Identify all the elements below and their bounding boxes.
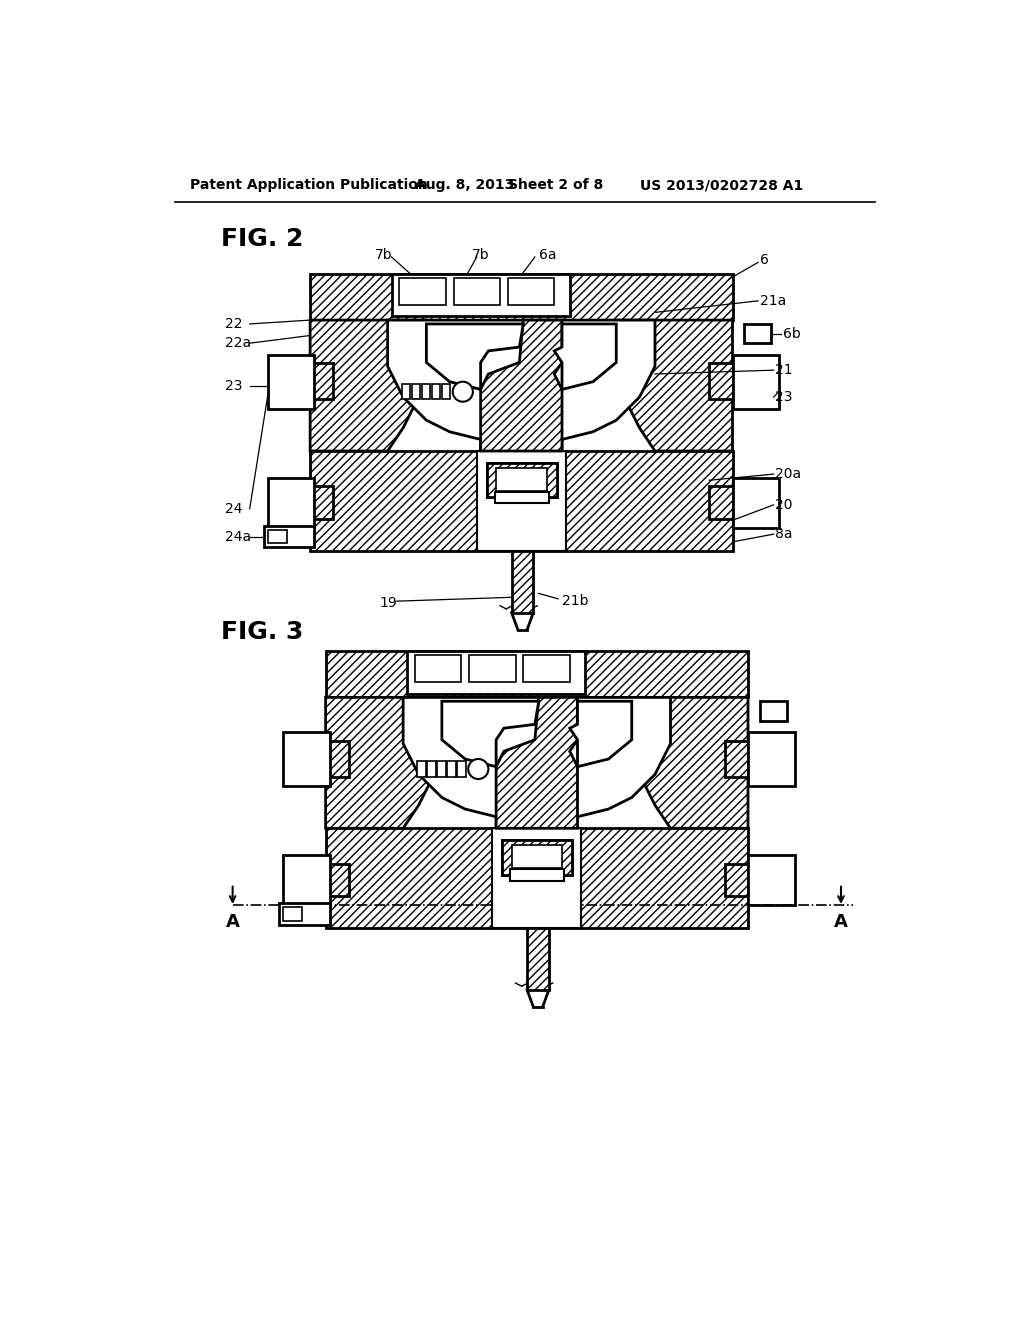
Bar (527, 928, 549, 990)
Bar (469, 655, 515, 682)
Polygon shape (326, 651, 748, 697)
Polygon shape (426, 323, 523, 389)
Polygon shape (388, 321, 655, 451)
Bar (523, 655, 569, 682)
Bar (415, 655, 461, 682)
Bar (442, 384, 451, 400)
Bar (496, 469, 547, 491)
Bar (503, 840, 572, 875)
Text: FIG. 2: FIG. 2 (221, 227, 303, 251)
Bar (326, 741, 349, 776)
Bar (495, 492, 549, 503)
Bar (508, 277, 554, 305)
Bar (732, 355, 779, 409)
Text: 21: 21 (775, 363, 793, 378)
Bar (412, 384, 420, 400)
Bar (280, 903, 330, 924)
Bar (310, 363, 334, 400)
Bar (760, 701, 786, 721)
Polygon shape (632, 697, 748, 829)
Bar (401, 384, 410, 400)
Bar (263, 525, 314, 548)
Text: 20: 20 (775, 498, 793, 512)
Bar (512, 845, 562, 869)
Polygon shape (569, 701, 632, 767)
Polygon shape (403, 697, 671, 829)
Text: 21a: 21a (760, 294, 785, 308)
Bar (748, 855, 795, 906)
Polygon shape (326, 697, 442, 829)
Bar (283, 733, 330, 785)
Bar (486, 462, 557, 498)
Text: Patent Application Publication: Patent Application Publication (190, 178, 428, 193)
Text: 8a: 8a (775, 527, 793, 541)
Bar (458, 762, 466, 776)
Text: US 2013/0202728 A1: US 2013/0202728 A1 (640, 178, 803, 193)
Bar (326, 863, 349, 896)
Polygon shape (310, 321, 426, 451)
Text: 22a: 22a (225, 337, 251, 350)
Bar (422, 384, 430, 400)
Text: A: A (835, 913, 848, 931)
Bar (432, 384, 440, 400)
Polygon shape (616, 321, 732, 451)
Text: 6: 6 (760, 253, 768, 267)
Bar (267, 355, 314, 409)
Polygon shape (310, 275, 732, 321)
Bar (486, 462, 557, 498)
Bar (477, 451, 566, 552)
Bar (437, 762, 445, 776)
Polygon shape (326, 829, 748, 928)
Text: 23: 23 (225, 379, 243, 392)
Bar (710, 363, 732, 400)
Text: Aug. 8, 2013: Aug. 8, 2013 (415, 178, 514, 193)
Bar (283, 855, 330, 906)
Bar (744, 323, 771, 343)
Text: FIG. 3: FIG. 3 (221, 620, 303, 644)
Bar (493, 829, 582, 928)
Bar (407, 651, 586, 693)
Text: 19: 19 (380, 597, 397, 610)
Circle shape (468, 759, 488, 779)
Text: 24: 24 (225, 502, 243, 516)
Text: 20a: 20a (775, 467, 801, 480)
Bar (454, 277, 500, 305)
Bar (310, 486, 334, 519)
Text: Sheet 2 of 8: Sheet 2 of 8 (508, 178, 603, 193)
Text: 23: 23 (775, 391, 793, 404)
Bar (732, 478, 779, 528)
Bar (710, 486, 732, 519)
Bar (725, 741, 748, 776)
Bar (283, 907, 302, 921)
Circle shape (453, 381, 473, 401)
Text: 24a: 24a (225, 531, 251, 544)
Bar (417, 762, 426, 776)
Bar (391, 275, 569, 317)
Bar (748, 733, 795, 785)
Text: 21b: 21b (562, 594, 589, 609)
Bar (267, 478, 314, 528)
Text: 22: 22 (225, 317, 243, 331)
Polygon shape (442, 701, 539, 767)
Bar (725, 863, 748, 896)
Bar (510, 869, 564, 880)
Text: 7b: 7b (375, 248, 392, 261)
Text: 6a: 6a (539, 248, 556, 261)
Text: 7b: 7b (472, 248, 489, 261)
Polygon shape (554, 323, 616, 389)
Text: A: A (225, 913, 240, 931)
Bar (503, 840, 572, 875)
Polygon shape (480, 321, 562, 451)
Bar (427, 762, 435, 776)
Bar (447, 762, 456, 776)
Bar (399, 277, 445, 305)
Polygon shape (310, 451, 732, 552)
Text: 6b: 6b (783, 327, 801, 341)
Bar (267, 529, 287, 544)
Polygon shape (496, 697, 578, 829)
Bar (512, 552, 534, 612)
